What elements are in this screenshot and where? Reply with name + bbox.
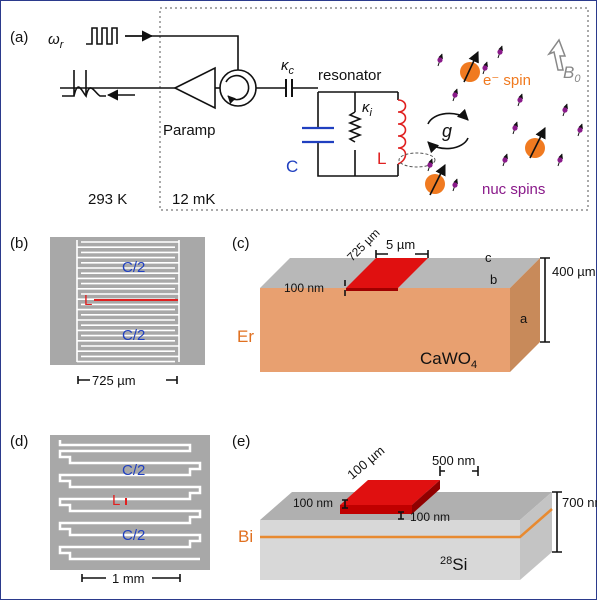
nuc-spin — [482, 65, 488, 71]
dopant-label: Bi — [238, 527, 253, 546]
axis-a: a — [520, 311, 528, 326]
depth-label: 100 nm — [410, 510, 450, 524]
nuc-spin — [452, 182, 458, 188]
inductor-label: L — [112, 492, 120, 509]
inductor-label: L — [84, 292, 92, 309]
l-label: L — [377, 149, 386, 168]
echo-signal — [62, 70, 106, 98]
width-label: 1 mm — [112, 571, 145, 586]
nuc-spin — [427, 162, 433, 168]
nuc-spin — [557, 157, 563, 163]
spins — [425, 50, 546, 196]
electron-spin-label: e⁻ spin — [483, 72, 531, 89]
nuc-spins-label: nuc spins — [482, 181, 545, 198]
height-label: 700 nm — [562, 495, 597, 510]
nuc-spin — [517, 97, 523, 103]
thickness-label: 100 nm — [293, 496, 333, 510]
meander — [58, 440, 202, 561]
wire-width-label: 500 nm — [432, 453, 475, 468]
panel-e: (e) 100 µm 500 nm 100 nm 100 nm 700 nm B… — [232, 433, 597, 580]
wire — [125, 35, 239, 70]
panel-a: (a) ωr Paramp κc resonator κi C L g e⁻ s… — [10, 7, 589, 211]
amplifier-label: Paramp — [163, 122, 216, 139]
width-label: 725 µm — [92, 373, 136, 388]
resonator-label: resonator — [318, 67, 381, 84]
panel-label: (a) — [10, 29, 28, 46]
axis-c: c — [485, 250, 492, 265]
nuc-spin — [497, 49, 503, 55]
panel-label: (e) — [232, 433, 250, 450]
nuc-spin — [452, 92, 458, 98]
inductor — [397, 99, 407, 165]
length-label: 100 µm — [344, 443, 387, 483]
nuc-spin — [577, 127, 583, 133]
panel-d: (d) L C/2 C/2 1 mm — [10, 433, 210, 586]
height-label: 400 µm — [552, 264, 596, 279]
cap-label: C/2 — [122, 527, 145, 544]
resistor — [347, 111, 363, 143]
thickness-label: 100 nm — [284, 281, 324, 295]
panel-b: (b) L C/2 C/2 725 µm — [10, 235, 205, 388]
panel-c: (c) 725 µm 5 µm 100 nm c b a 400 µm Er C… — [232, 226, 596, 372]
cryostat-box — [159, 7, 589, 211]
nuc-spin — [437, 57, 443, 63]
c-label: C — [286, 157, 298, 176]
nuc-spin — [502, 157, 508, 163]
nuc-spin — [562, 107, 568, 113]
resonator-wires — [317, 91, 399, 177]
drive-label: ωr — [48, 31, 65, 51]
substrate-label: CaWO4 — [420, 349, 477, 371]
dopant-label: Er — [237, 327, 254, 346]
amplifier — [173, 66, 216, 110]
cap-label: C/2 — [122, 462, 145, 479]
nuclear-spins — [427, 45, 583, 192]
axis-b: b — [490, 272, 497, 287]
coupling-label: κc — [281, 57, 295, 77]
g-label: g — [442, 121, 452, 141]
field-label: B0 — [563, 63, 581, 85]
wire-width-label: 5 µm — [386, 237, 415, 252]
room-temp: 293 K — [88, 191, 127, 208]
panel-label: (c) — [232, 235, 250, 252]
pulse — [86, 27, 118, 45]
cap-label: C/2 — [122, 327, 145, 344]
substrate-label: 28Si — [440, 555, 467, 574]
cold-temp: 12 mK — [172, 191, 215, 208]
panel-label: (b) — [10, 235, 28, 252]
loss-label: κi — [362, 99, 373, 119]
nuc-spin — [512, 125, 518, 131]
panel-label: (d) — [10, 433, 28, 450]
cap-label: C/2 — [122, 259, 145, 276]
circulator-arrow — [225, 74, 250, 104]
